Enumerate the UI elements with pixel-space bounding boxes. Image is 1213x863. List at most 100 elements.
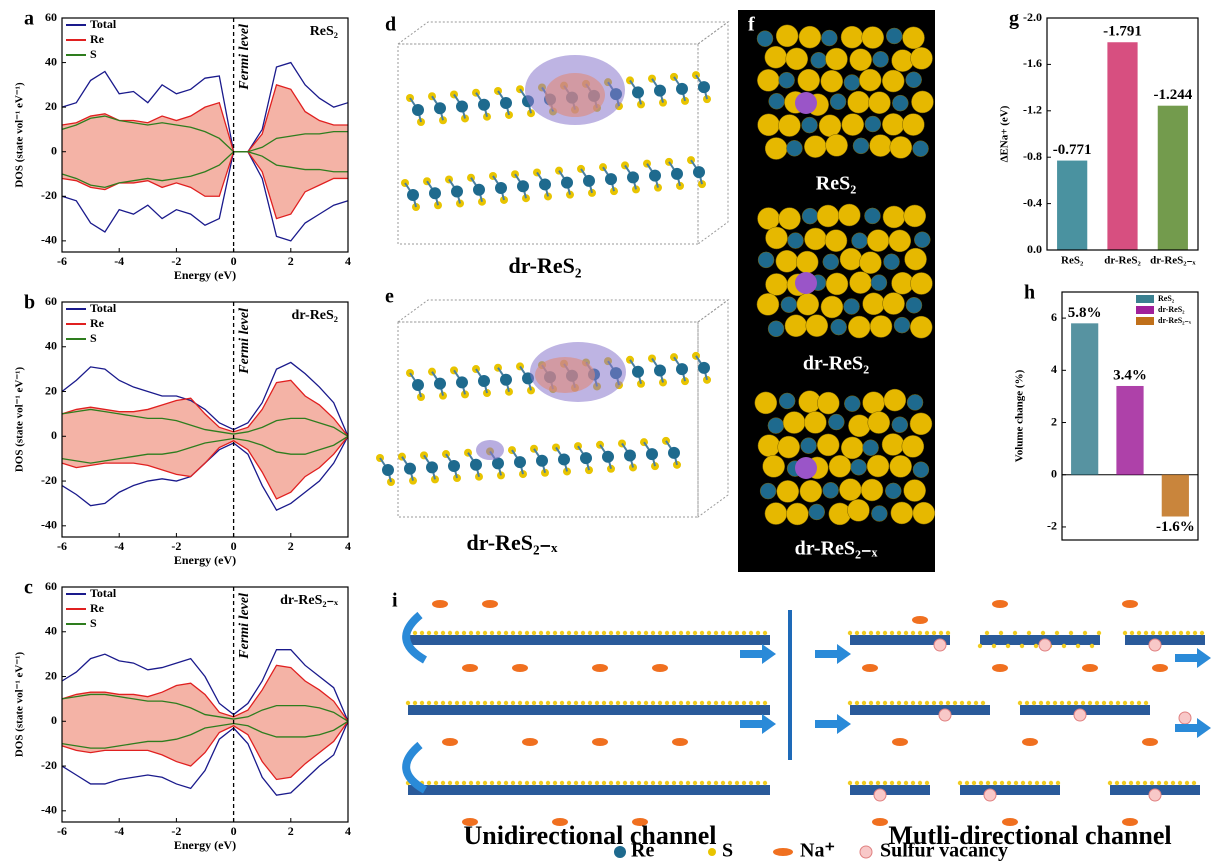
atom-s <box>651 781 655 785</box>
atom-s <box>905 248 927 270</box>
atom-s <box>965 781 969 785</box>
atom-s <box>1053 701 1057 705</box>
sodium-ion <box>912 616 928 624</box>
atom-s <box>1144 701 1148 705</box>
atom-re <box>779 72 795 88</box>
atom-s <box>749 701 753 705</box>
y-tick-label: -40 <box>41 803 57 817</box>
atom-s <box>757 293 779 315</box>
atom-s <box>1014 781 1018 785</box>
y-tick-label: 60 <box>45 294 57 308</box>
atom-s <box>511 781 515 785</box>
atom-s <box>665 631 669 635</box>
atom-s <box>574 781 578 785</box>
atom-s <box>863 293 885 315</box>
atom-s <box>441 781 445 785</box>
atom-s <box>623 631 627 635</box>
atom-s <box>735 631 739 635</box>
atom-na <box>795 92 817 114</box>
atom-s <box>1062 644 1066 648</box>
atom-s <box>1020 644 1024 648</box>
atom-re <box>676 363 688 375</box>
atom-s <box>862 631 866 635</box>
atom-s <box>462 781 466 785</box>
atom-s <box>707 781 711 785</box>
atom-s <box>826 134 848 156</box>
atom-s <box>609 781 613 785</box>
atom-s <box>497 781 501 785</box>
atom-s <box>707 701 711 705</box>
atom-s <box>755 392 777 414</box>
atom-s <box>686 631 690 635</box>
atom-s <box>841 26 863 48</box>
atom-s <box>897 781 901 785</box>
atom-s <box>455 781 459 785</box>
atom-s <box>876 781 880 785</box>
atom-s <box>588 701 592 705</box>
atom-re <box>871 275 887 291</box>
atom-s <box>904 205 926 227</box>
atom-s <box>848 91 870 113</box>
atom-s <box>1013 631 1017 635</box>
atom-re <box>801 438 817 454</box>
atom-re <box>404 463 416 475</box>
atom-s <box>525 701 529 705</box>
atom-s <box>891 502 913 524</box>
value-label: -0.771 <box>1053 142 1092 158</box>
panel-label: i <box>392 590 398 612</box>
atom-re <box>649 170 661 182</box>
atom-s <box>1157 781 1161 785</box>
y-tick-label: 20 <box>45 383 57 397</box>
atom-s <box>602 631 606 635</box>
atom-s <box>992 644 996 648</box>
y-tick-label: -1.6 <box>1023 56 1042 70</box>
x-tick-label: 2 <box>288 824 294 838</box>
atom-s <box>799 26 821 48</box>
atom-s <box>679 631 683 635</box>
atom-s <box>1021 781 1025 785</box>
area <box>62 85 348 219</box>
y-tick-label: 0.0 <box>1027 242 1042 256</box>
atom-s <box>763 701 767 705</box>
atom-s <box>602 781 606 785</box>
atom-s <box>462 631 466 635</box>
atom-s <box>800 480 822 502</box>
atom-s <box>1032 701 1036 705</box>
atom-s <box>765 503 787 525</box>
legend-swatch <box>1136 295 1154 303</box>
atom-s <box>925 701 929 705</box>
atom-s <box>821 70 843 92</box>
atom-s <box>434 781 438 785</box>
atom-s <box>476 631 480 635</box>
value-label: -1.244 <box>1153 87 1192 103</box>
legend-swatch <box>1136 306 1154 314</box>
atom-s <box>658 631 662 635</box>
atom-re <box>478 375 490 387</box>
sodium-ion <box>512 664 528 672</box>
atom-re <box>844 298 860 314</box>
atom-s <box>979 781 983 785</box>
atom-s <box>686 781 690 785</box>
atom-s <box>848 415 870 437</box>
y-tick-label: 0 <box>1051 466 1057 480</box>
atom-s <box>1193 631 1197 635</box>
layer <box>850 705 990 715</box>
atom-s <box>728 781 732 785</box>
atom-s <box>672 701 676 705</box>
x-axis-label: Energy (eV) <box>174 553 236 567</box>
atom-s <box>890 631 894 635</box>
x-tick-label: ReS₂ <box>1061 255 1084 267</box>
y-tick-label: -2.0 <box>1023 10 1042 24</box>
atom-re <box>426 461 438 473</box>
atom-s <box>804 136 826 158</box>
atom-s <box>825 230 847 252</box>
atom-s <box>778 436 800 458</box>
atom-s <box>630 781 634 785</box>
atom-re <box>580 452 592 464</box>
atom-s <box>1130 701 1134 705</box>
atom-s <box>863 392 885 414</box>
atom-s <box>972 781 976 785</box>
atom-s <box>679 781 683 785</box>
atom-s <box>910 47 932 69</box>
charge-density <box>476 440 504 460</box>
